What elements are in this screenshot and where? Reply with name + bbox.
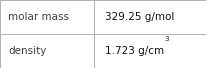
Text: 3: 3 — [164, 36, 168, 42]
Text: density: density — [8, 46, 46, 56]
Text: 329.25 g/mol: 329.25 g/mol — [104, 12, 173, 22]
Text: 1.723 g/cm: 1.723 g/cm — [104, 46, 163, 56]
Text: molar mass: molar mass — [8, 12, 69, 22]
